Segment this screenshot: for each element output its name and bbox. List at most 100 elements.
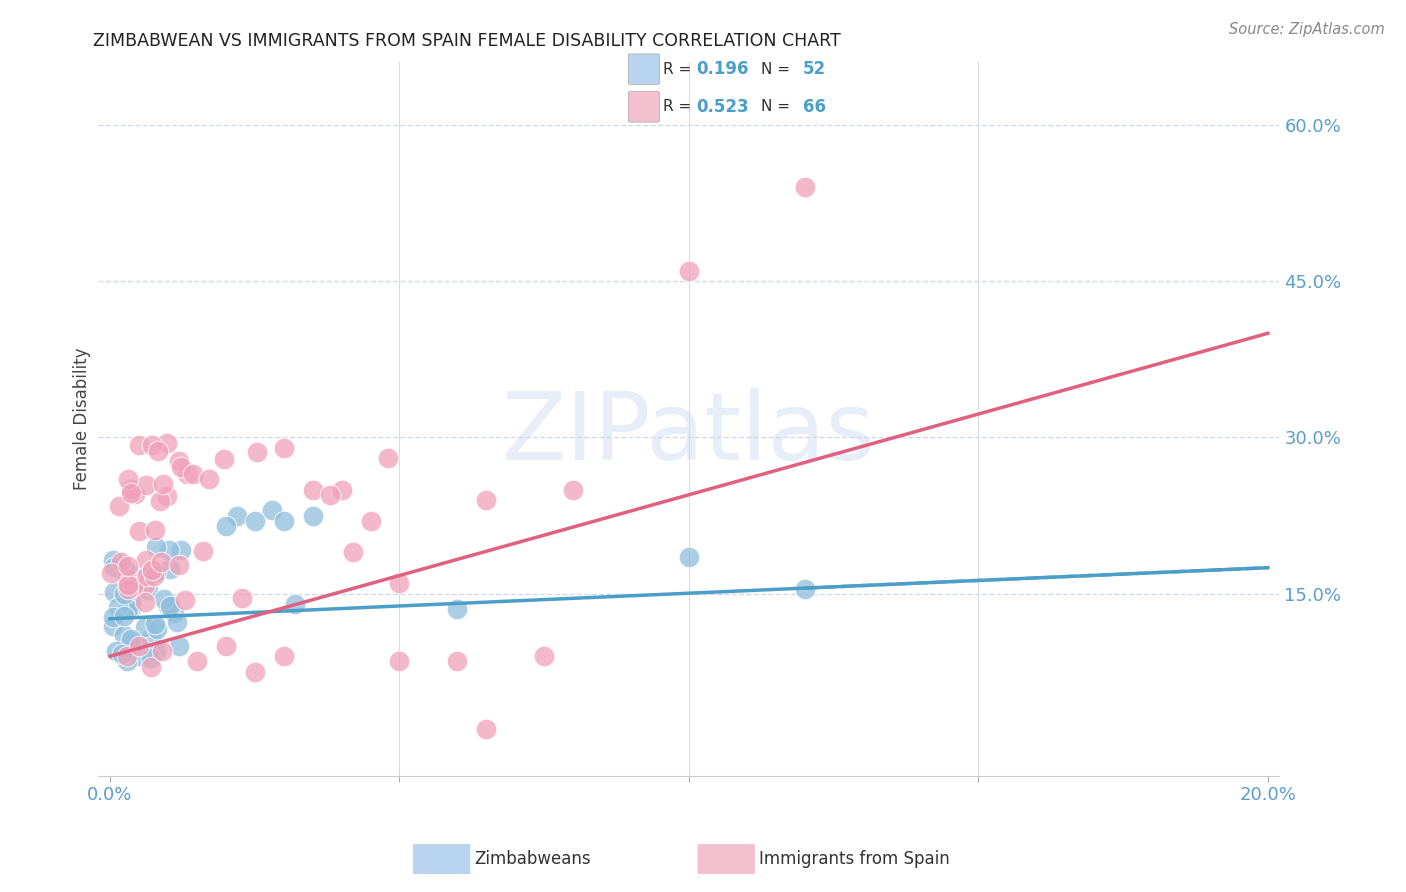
Point bbox=[136, 583, 159, 598]
Point bbox=[246, 445, 269, 459]
Point bbox=[360, 514, 382, 528]
Point bbox=[446, 602, 468, 616]
Point bbox=[159, 562, 181, 576]
Point bbox=[174, 593, 197, 607]
Point bbox=[215, 639, 238, 653]
Text: 66: 66 bbox=[803, 98, 825, 116]
Point bbox=[139, 632, 162, 646]
Point bbox=[533, 649, 555, 664]
Point bbox=[117, 649, 139, 664]
Point bbox=[198, 472, 221, 486]
FancyBboxPatch shape bbox=[697, 843, 755, 875]
Point bbox=[122, 576, 145, 591]
Point bbox=[128, 649, 150, 664]
Point bbox=[262, 503, 284, 517]
Point bbox=[226, 508, 249, 523]
Point bbox=[186, 655, 208, 669]
Point bbox=[107, 600, 129, 615]
Point bbox=[112, 628, 135, 642]
Point bbox=[101, 552, 124, 566]
Point bbox=[131, 571, 153, 585]
Point bbox=[103, 560, 125, 574]
Point bbox=[243, 514, 266, 528]
Point bbox=[150, 555, 173, 569]
Point bbox=[103, 584, 125, 599]
Text: ZIMBABWEAN VS IMMIGRANTS FROM SPAIN FEMALE DISABILITY CORRELATION CHART: ZIMBABWEAN VS IMMIGRANTS FROM SPAIN FEMA… bbox=[93, 32, 841, 50]
Point bbox=[342, 545, 364, 559]
Point bbox=[134, 578, 156, 592]
Point bbox=[139, 568, 162, 582]
Point bbox=[181, 467, 204, 482]
Point bbox=[152, 591, 174, 606]
Point bbox=[170, 543, 193, 558]
Point bbox=[104, 644, 127, 658]
Point bbox=[159, 599, 181, 613]
FancyBboxPatch shape bbox=[628, 92, 659, 122]
Point bbox=[101, 610, 124, 624]
Point bbox=[115, 571, 138, 585]
Point bbox=[101, 619, 124, 633]
Point bbox=[135, 478, 157, 492]
Point bbox=[475, 722, 498, 736]
Point bbox=[388, 655, 411, 669]
Point bbox=[112, 586, 135, 600]
Point bbox=[128, 639, 150, 653]
Point bbox=[117, 582, 139, 596]
Point bbox=[134, 620, 156, 634]
Point bbox=[128, 524, 150, 538]
Point bbox=[273, 514, 295, 528]
Point bbox=[141, 563, 163, 577]
Point bbox=[120, 601, 142, 615]
Point bbox=[110, 555, 132, 569]
Point bbox=[120, 486, 142, 500]
Point bbox=[562, 483, 585, 497]
Point bbox=[156, 436, 179, 450]
Point bbox=[135, 553, 157, 567]
Point bbox=[117, 576, 139, 591]
Point bbox=[139, 659, 162, 673]
Text: N =: N = bbox=[761, 62, 794, 77]
Point bbox=[117, 472, 139, 486]
Point bbox=[166, 615, 188, 629]
Point bbox=[128, 438, 150, 452]
Point bbox=[301, 508, 323, 523]
Point bbox=[142, 569, 165, 583]
FancyBboxPatch shape bbox=[412, 843, 471, 875]
Point bbox=[377, 451, 399, 466]
Point bbox=[678, 550, 700, 565]
Point bbox=[793, 180, 815, 194]
Point bbox=[121, 579, 143, 593]
Point bbox=[117, 578, 139, 592]
Text: N =: N = bbox=[761, 99, 794, 114]
Point bbox=[110, 647, 132, 661]
Text: ZIPatlas: ZIPatlas bbox=[502, 387, 876, 480]
Text: Immigrants from Spain: Immigrants from Spain bbox=[759, 849, 949, 868]
Point bbox=[120, 482, 142, 496]
Point bbox=[319, 488, 342, 502]
Point bbox=[157, 542, 180, 557]
Point bbox=[143, 617, 166, 632]
Point bbox=[136, 569, 159, 583]
Text: Source: ZipAtlas.com: Source: ZipAtlas.com bbox=[1229, 22, 1385, 37]
Text: R =: R = bbox=[664, 99, 696, 114]
Text: 0.523: 0.523 bbox=[696, 98, 748, 116]
Point bbox=[112, 608, 135, 623]
Point bbox=[120, 632, 142, 647]
Point bbox=[215, 519, 238, 533]
Point bbox=[117, 559, 139, 574]
Point bbox=[243, 665, 266, 679]
Point bbox=[284, 597, 307, 611]
Point bbox=[157, 599, 180, 614]
Point bbox=[678, 264, 700, 278]
Point bbox=[193, 543, 215, 558]
Point bbox=[231, 591, 253, 606]
Point bbox=[145, 565, 167, 579]
Point bbox=[301, 483, 323, 497]
Point bbox=[125, 635, 148, 649]
Point bbox=[176, 467, 198, 481]
Point bbox=[330, 483, 353, 497]
Point bbox=[143, 523, 166, 537]
Point bbox=[150, 644, 173, 658]
Point bbox=[121, 568, 143, 582]
Y-axis label: Female Disability: Female Disability bbox=[73, 348, 91, 491]
